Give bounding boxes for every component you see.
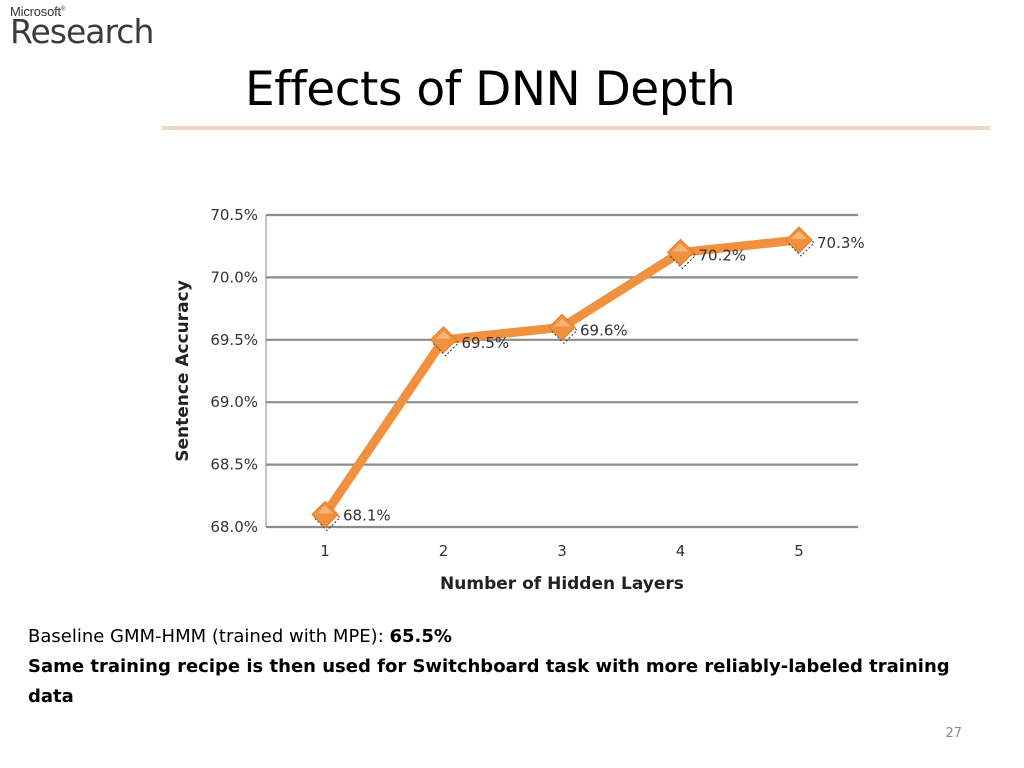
y-tick-labels: 68.0% 68.5% 69.0% 69.5% 70.0% 70.5% [210, 206, 258, 536]
microsoft-research-logo: Microsoft® Research [10, 4, 154, 51]
logo-research-text: Research [10, 12, 154, 51]
depth-accuracy-chart: 68.0% 68.5% 69.0% 69.5% 70.0% 70.5% 1 2 3 4 5 68.… [173, 206, 865, 594]
x-tick-label: 5 [794, 542, 804, 560]
series-line-layer [320, 235, 804, 520]
x-tick-label: 4 [676, 542, 686, 560]
logo-registered-mark: ® [60, 6, 66, 13]
baseline-value: 65.5% [389, 626, 452, 647]
data-point-marker [311, 500, 341, 532]
data-label-layer: 68.1% 69.5% 69.6% 70.2% 70.3% [343, 234, 865, 525]
data-label: 69.5% [462, 334, 510, 352]
recipe-note: Same training recipe is then used for Sw… [28, 656, 950, 707]
y-axis-title: Sentence Accuracy [173, 280, 193, 462]
y-tick-label: 69.5% [210, 331, 258, 349]
data-label: 69.6% [580, 321, 628, 339]
data-point-marker [666, 238, 697, 270]
data-label: 70.3% [817, 234, 865, 252]
y-tick-label: 69.0% [210, 393, 258, 411]
slide-body: Baseline GMM-HMM (trained with MPE): 65.… [28, 622, 998, 712]
data-label: 68.1% [343, 507, 391, 525]
page-number: 27 [945, 726, 962, 741]
title-divider [162, 126, 990, 130]
x-tick-label: 3 [557, 542, 567, 560]
data-label: 70.2% [699, 246, 747, 264]
x-tick-labels: 1 2 3 4 5 [320, 542, 804, 560]
logo-microsoft-text: Microsoft [10, 4, 61, 19]
y-tick-label: 70.5% [210, 206, 258, 224]
y-tick-label: 68.0% [210, 518, 258, 536]
baseline-line: Baseline GMM-HMM (trained with MPE): 65.… [28, 622, 998, 652]
x-tick-label: 2 [439, 542, 449, 560]
data-point-marker [548, 313, 578, 345]
grid-lines [265, 213, 858, 529]
y-tick-label: 68.5% [210, 456, 258, 474]
marker-layer [311, 226, 815, 532]
x-tick-label: 1 [320, 542, 330, 560]
baseline-text: Baseline GMM-HMM (trained with MPE): [28, 626, 390, 647]
slide-title: Effects of DNN Depth [245, 62, 736, 117]
x-axis-title: Number of Hidden Layers [440, 574, 684, 594]
series-line [320, 235, 804, 520]
y-tick-label: 70.0% [210, 268, 258, 286]
data-point-marker [785, 226, 815, 257]
data-point-marker [429, 326, 460, 357]
